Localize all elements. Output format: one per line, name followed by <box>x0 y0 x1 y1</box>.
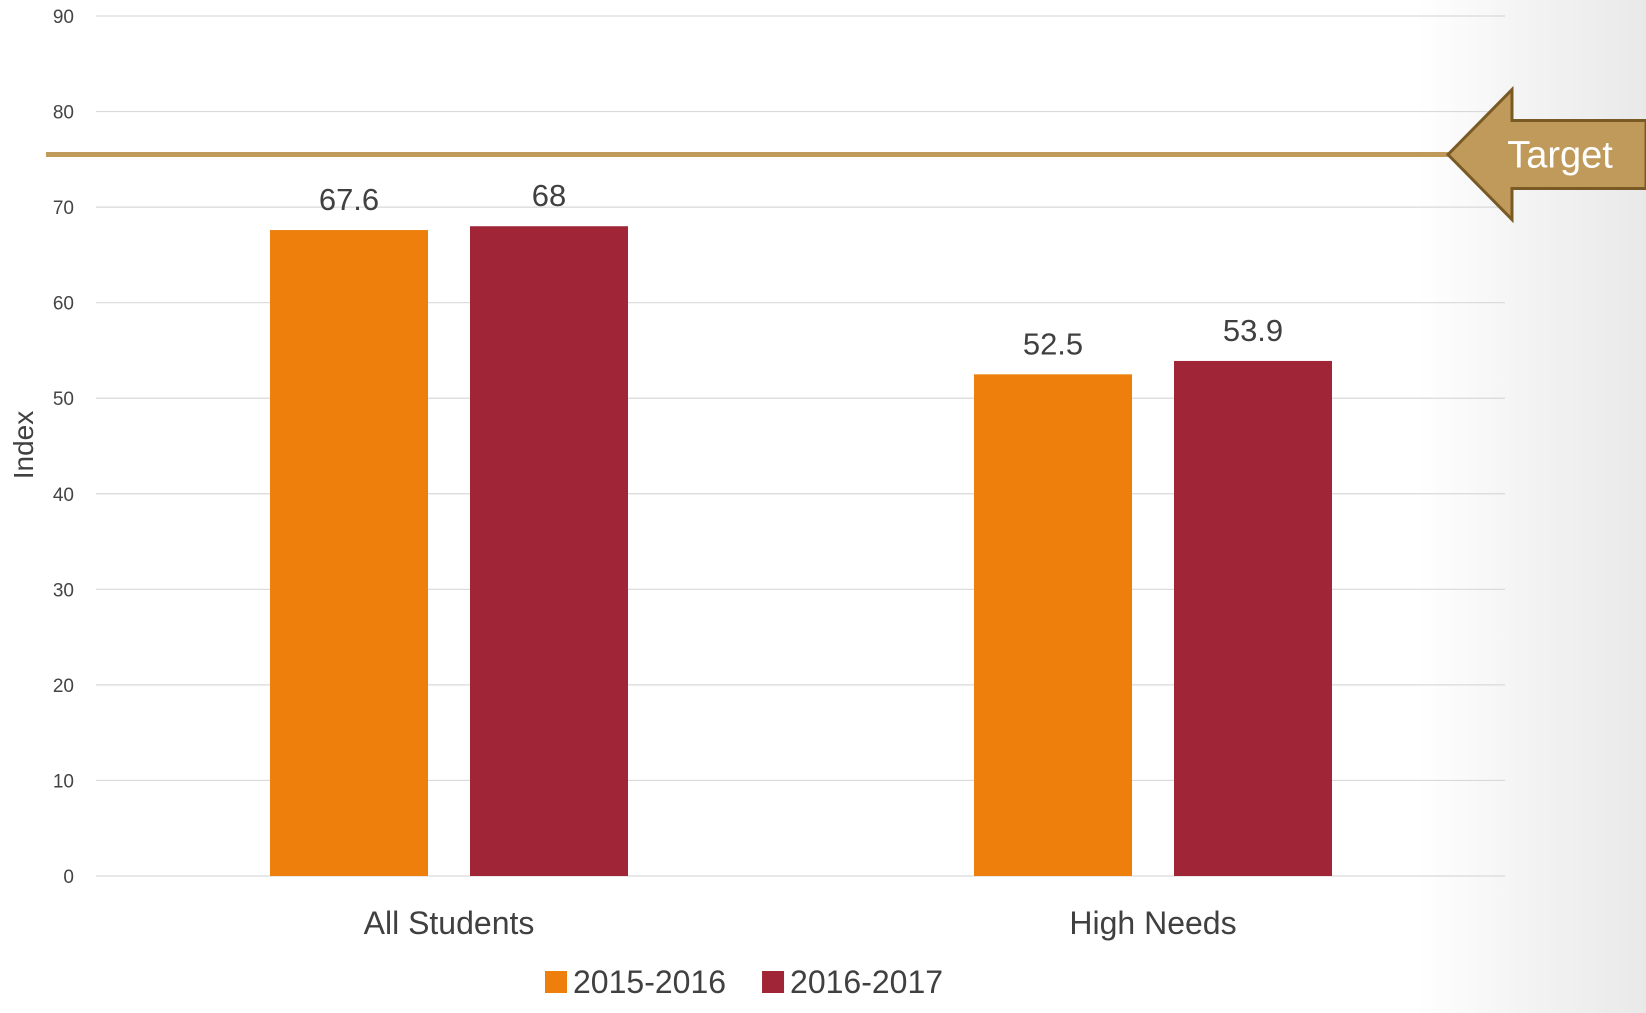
target-label: Target <box>1507 135 1613 177</box>
x-axis-categories: All Students High Needs <box>364 905 1237 941</box>
y-tick-label: 20 <box>53 676 74 697</box>
target-marker: Target <box>46 85 1646 224</box>
bar <box>974 374 1132 876</box>
y-tick-label: 50 <box>53 389 74 410</box>
bars <box>270 226 1332 877</box>
bar <box>470 226 628 876</box>
data-label: 68 <box>532 178 566 213</box>
data-label: 52.5 <box>1023 326 1083 361</box>
y-tick-label: 60 <box>53 294 74 315</box>
data-label: 53.9 <box>1223 313 1283 348</box>
y-axis-ticks: 0 10 20 30 40 50 60 70 80 90 <box>53 7 74 888</box>
x-category-label: All Students <box>364 905 535 941</box>
y-tick-label: 90 <box>53 7 74 28</box>
legend-swatch <box>762 971 785 993</box>
legend: 2015-2016 2016-2017 <box>545 964 943 1000</box>
y-axis-title: Index <box>8 411 39 480</box>
x-category-label: High Needs <box>1069 905 1236 941</box>
bar <box>1174 360 1332 876</box>
bar <box>270 230 428 877</box>
data-label: 67.6 <box>319 182 379 217</box>
legend-swatch <box>545 971 567 993</box>
target-arrow <box>1445 85 1646 224</box>
data-labels: 67.6 68 52.5 53.9 <box>319 178 1283 361</box>
y-tick-label: 0 <box>63 867 74 888</box>
y-tick-label: 40 <box>53 485 74 506</box>
legend-label: 2015-2016 <box>573 964 726 1000</box>
y-tick-label: 80 <box>53 103 74 124</box>
legend-label: 2016-2017 <box>790 964 943 1000</box>
y-tick-label: 30 <box>53 580 74 601</box>
y-tick-label: 70 <box>53 198 74 219</box>
y-tick-label: 10 <box>53 771 74 792</box>
